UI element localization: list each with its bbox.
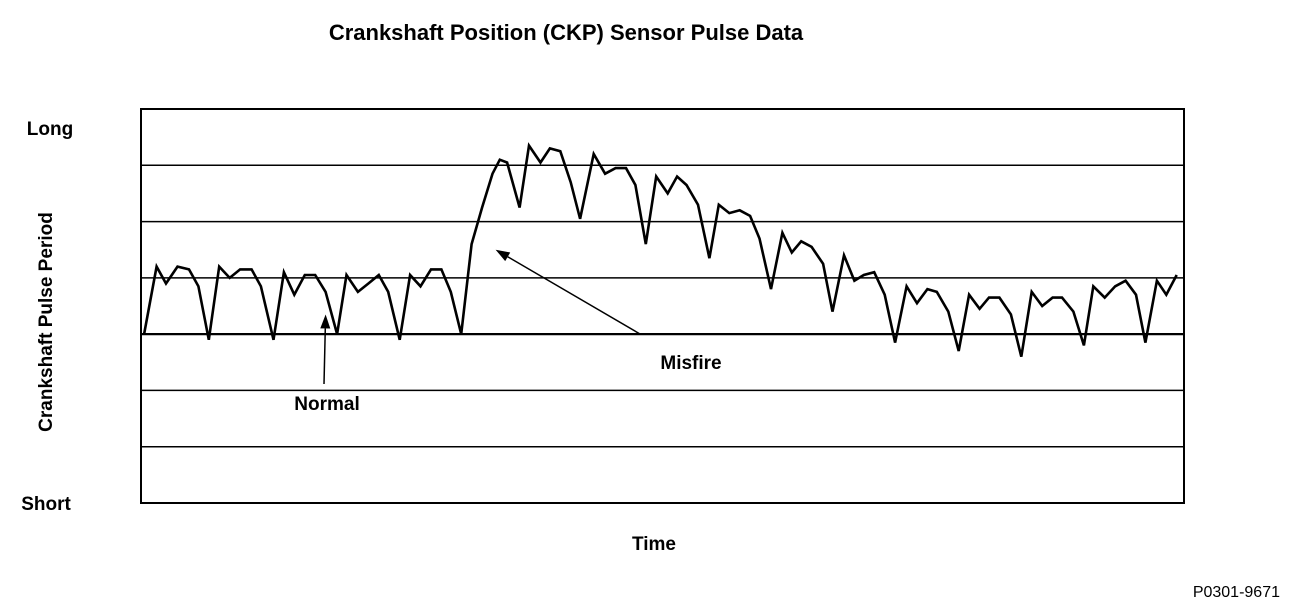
series-line [142, 142, 1178, 358]
y-bottom-label: Short [21, 494, 71, 515]
x-axis-label: Time [632, 534, 676, 555]
y-top-label: Long [27, 119, 73, 140]
grid [141, 164, 1184, 448]
annotation-misfire: Misfire [660, 353, 721, 374]
annotation-normal-arrow [323, 328, 327, 385]
annotation-normal-arrowhead [320, 314, 331, 329]
annotation-normal: Normal [294, 394, 359, 415]
chart-title: Crankshaft Position (CKP) Sensor Pulse D… [329, 20, 804, 45]
annotation-misfire-arrowhead [495, 249, 511, 262]
annotation-misfire-arrow [507, 256, 641, 335]
figure-id: P0301-9671 [1193, 584, 1280, 601]
plot-frame [140, 108, 1185, 504]
y-axis-label: Crankshaft Pulse Period [36, 212, 57, 432]
